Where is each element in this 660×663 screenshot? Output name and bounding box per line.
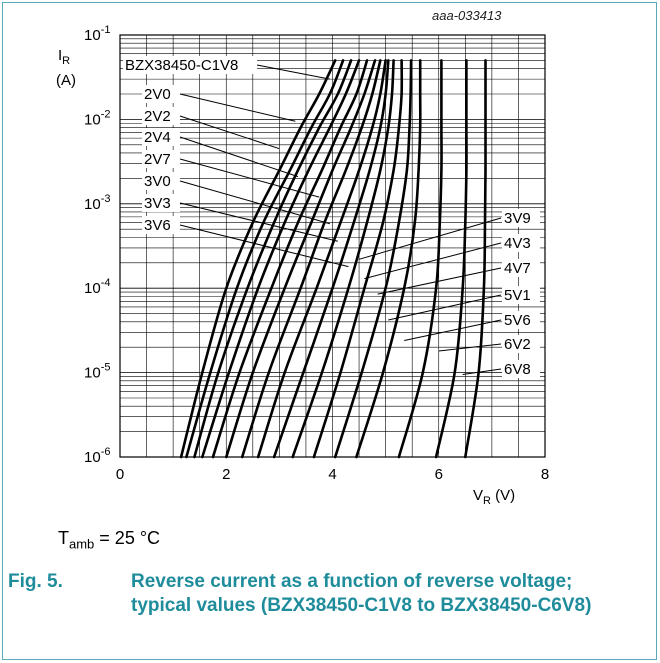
curve-6v2 xyxy=(397,59,443,459)
label-backdrop xyxy=(502,335,540,353)
label-backdrop xyxy=(142,107,180,125)
label-backdrop xyxy=(142,216,180,234)
y-tick-exponent: -4 xyxy=(101,277,111,289)
label-backdrop xyxy=(502,286,540,304)
label-backdrop xyxy=(142,194,180,212)
y-tick-exponent: -6 xyxy=(101,446,111,458)
y-tick-exponent: -1 xyxy=(101,24,111,36)
leader-line xyxy=(364,242,502,280)
label-backdrop xyxy=(123,56,257,74)
leader-line xyxy=(179,136,299,178)
x-tick-label: 8 xyxy=(541,466,549,483)
curve-label: 5V6 xyxy=(504,312,531,329)
y-tick-base: 10 xyxy=(84,111,101,128)
y-tick-base: 10 xyxy=(84,280,101,297)
label-backdrop xyxy=(502,209,540,227)
curve-2v4 xyxy=(201,59,361,459)
leader-line xyxy=(388,294,502,321)
curve-5v6 xyxy=(355,59,422,459)
curve-label: 5V1 xyxy=(504,287,531,304)
curve-4v3 xyxy=(291,59,395,459)
condition-prefix: T xyxy=(58,528,69,548)
curve-3v0 xyxy=(225,59,377,459)
y-tick-base: 10 xyxy=(84,449,101,466)
leader-line xyxy=(462,368,502,375)
condition-suffix: = 25 °C xyxy=(94,528,161,548)
x-tick-label: 2 xyxy=(222,466,230,483)
curve-label: 2V7 xyxy=(144,151,171,168)
leader-line xyxy=(179,202,338,242)
label-backdrop xyxy=(502,311,540,329)
y-tick-label: 10-6 xyxy=(84,446,110,466)
y-tick-exponent: -3 xyxy=(101,193,111,205)
reverse-current-chart: 0 2 4 6 810-610-510-410-310-210-1IR(A)VR (V)… xyxy=(56,24,549,507)
y-tick-base: 10 xyxy=(84,196,101,213)
y-axis-unit: (A) xyxy=(56,72,76,89)
x-tick-label: 4 xyxy=(328,466,336,483)
x-tick-label: 6 xyxy=(435,466,443,483)
caption-text: Reverse current as a function of reverse… xyxy=(131,571,592,616)
y-tick-base: 10 xyxy=(84,365,101,382)
leader-line xyxy=(377,267,502,295)
curve-label: 3V9 xyxy=(504,210,531,227)
leader-line xyxy=(438,343,502,352)
x-tick-label: 0 xyxy=(116,466,124,483)
leader-line xyxy=(179,180,330,225)
curve-6v8 xyxy=(434,59,468,459)
condition-subscript: amb xyxy=(69,536,95,552)
curve-unlabeled xyxy=(464,59,487,459)
leader-line xyxy=(179,224,349,268)
y-tick-label: 10-5 xyxy=(84,362,110,382)
leader-line xyxy=(179,93,296,122)
curve-2v7 xyxy=(211,59,369,459)
x-axis-label: VR (V) xyxy=(473,487,515,507)
label-backdrop xyxy=(142,85,180,103)
curve-label: 4V7 xyxy=(504,260,531,277)
curve-2v0 xyxy=(185,59,345,459)
curve-label: 3V3 xyxy=(144,195,171,212)
label-backdrop xyxy=(142,172,180,190)
label-backdrop xyxy=(502,259,540,277)
curve-label: 2V4 xyxy=(144,129,171,146)
curve-label: 6V2 xyxy=(504,336,531,353)
leader-line xyxy=(256,64,330,80)
y-tick-exponent: -2 xyxy=(101,108,111,120)
curve-label: 2V2 xyxy=(144,108,171,125)
curve-label: BZX38450-C1V8 xyxy=(125,57,238,74)
curve-label: 4V3 xyxy=(504,235,531,252)
label-backdrop xyxy=(502,234,540,252)
y-tick-label: 10-4 xyxy=(84,277,110,297)
label-backdrop xyxy=(142,150,180,168)
y-tick-base: 10 xyxy=(84,27,101,44)
curve-label: 6V8 xyxy=(504,361,531,378)
ambient-temperature-condition: Tamb = 25 °C xyxy=(58,528,160,552)
figure-code: aaa-033413 xyxy=(432,8,502,23)
curve-label: 2V0 xyxy=(144,86,171,103)
y-tick-label: 10-1 xyxy=(84,24,110,44)
leader-line xyxy=(404,319,502,341)
y-axis-label: IR xyxy=(58,47,70,67)
plot-area-border xyxy=(119,34,546,458)
leader-line xyxy=(358,217,502,260)
caption-number: Fig. 5. xyxy=(8,571,63,592)
leader-line xyxy=(179,115,280,150)
curve-3v9 xyxy=(272,59,390,459)
curve-3v6 xyxy=(256,59,387,459)
label-backdrop xyxy=(502,360,540,378)
curve-4v7 xyxy=(312,59,404,459)
y-tick-label: 10-2 xyxy=(84,108,110,128)
label-backdrop xyxy=(142,128,180,146)
curve-3v3 xyxy=(240,59,382,459)
curve-label: 3V0 xyxy=(144,173,171,190)
curve-5v1 xyxy=(333,59,413,459)
curve-bzx38450-c1v8 xyxy=(179,59,337,459)
curve-2v2 xyxy=(193,59,353,459)
y-tick-label: 10-3 xyxy=(84,193,110,213)
leader-line xyxy=(179,158,320,198)
y-tick-exponent: -5 xyxy=(101,362,111,374)
curve-label: 3V6 xyxy=(144,217,171,234)
